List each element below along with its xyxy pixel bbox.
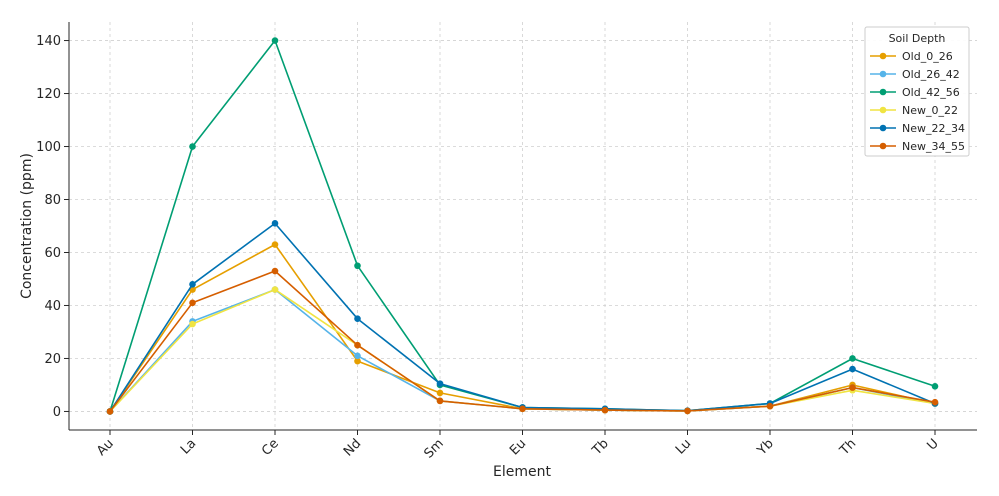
y-tick-label: 60 [44,246,61,261]
data-point [931,398,939,406]
data-point [849,355,856,362]
legend: Soil Depth Old_0_26 Old_26_42 Old_42_56 New… [864,26,970,157]
y-tick-label: 140 [36,34,61,49]
legend-marker [879,106,887,114]
data-point [519,405,526,413]
data-point [684,407,691,415]
data-point [189,143,196,150]
y-tick-label: 20 [44,352,61,367]
grid [69,22,977,430]
axis-labels: Element Concentration (ppm) [19,153,551,480]
legend-label: Old_42_56 [902,86,960,99]
legend-label: New_0_22 [902,104,958,117]
legend-marker [879,142,887,150]
x-axis-title: Element [493,464,551,480]
y-tick-label: 40 [44,299,61,314]
series-New_34_55 [106,267,939,415]
data-point [189,280,196,288]
legend-label: New_22_34 [902,122,965,135]
y-tick-label: 100 [36,140,61,155]
legend-label: Old_0_26 [902,50,953,63]
y-tick-label: 80 [44,193,61,208]
legend-item: New_0_22 [870,104,958,117]
legend-item: Old_42_56 [870,86,960,99]
legend-marker [879,52,887,60]
data-point [354,341,361,349]
legend-marker [879,88,887,96]
data-point [436,397,444,405]
legend-item: Old_0_26 [870,50,953,63]
series-layer [106,37,939,415]
data-point [931,382,939,390]
data-point [189,299,196,307]
data-point [271,37,279,44]
legend-title: Soil Depth [889,32,946,45]
data-point [106,408,114,415]
data-point [601,406,609,414]
legend-item: New_34_55 [870,140,965,153]
data-point [271,267,279,275]
data-point [189,320,196,328]
data-point [354,315,361,323]
legend-marker [879,70,887,78]
legend-label: Old_26_42 [902,68,960,81]
legend-label: New_34_55 [902,140,965,153]
data-point [766,402,774,410]
y-axis-title: Concentration (ppm) [19,153,35,299]
data-point [271,241,279,248]
data-point [436,389,444,397]
legend-item: New_22_34 [870,122,965,135]
data-point [436,380,444,387]
data-point [354,262,361,270]
legend-box [864,26,970,157]
y-tick-label: 120 [36,87,61,102]
legend-marker [879,124,887,132]
data-point [271,286,279,293]
y-tick-label: 0 [53,405,61,420]
data-point [849,384,856,391]
data-point [271,220,279,227]
data-point [354,352,361,360]
data-point [354,357,361,365]
legend-item: Old_26_42 [870,68,960,81]
data-point [849,365,856,373]
